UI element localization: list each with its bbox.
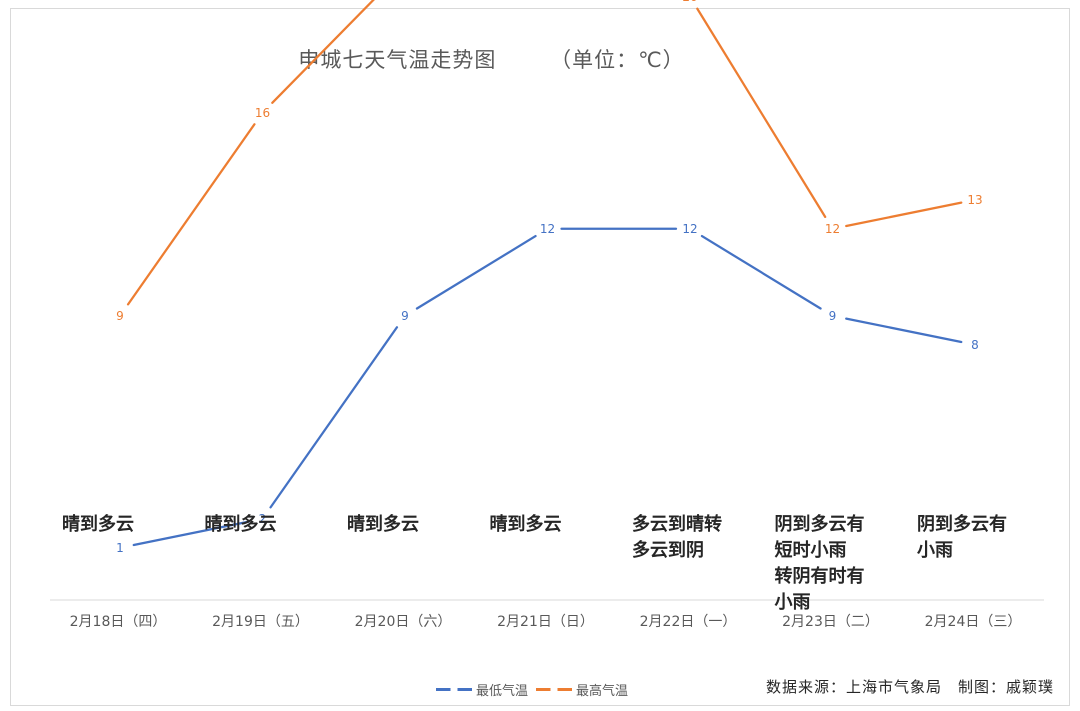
data-label-high: 20 — [682, 0, 697, 4]
tick-layer: 2月18日（四） 2月19日（五） 2月20日（六） 2月21日（日） 2月22日（一）… — [70, 614, 1022, 630]
x-tick-label: 2月18日（四） — [70, 614, 167, 630]
weather-note: 晴到多云 — [489, 514, 562, 535]
series-low-segment — [132, 520, 250, 547]
series-high-segment — [271, 0, 375, 104]
legend: 最低气温 最高气温 — [436, 680, 628, 699]
series-low-segment — [415, 234, 537, 310]
data-label-low: 8 — [971, 338, 979, 352]
data-label-high: 16 — [255, 106, 270, 120]
chart-title: 申城七天气温走势图 （单位：℃） — [283, 20, 685, 74]
data-label-high: 9 — [116, 309, 124, 323]
legend-label-high: 最高气温 — [576, 684, 629, 699]
series-low-segment — [269, 326, 399, 509]
unit-label: （单位：℃） — [550, 48, 685, 72]
weather-note: 晴到多云 — [62, 514, 134, 535]
legend-swatch-low — [436, 688, 472, 691]
legend-item-low: 最低气温 — [436, 680, 528, 699]
series-low-segment — [845, 317, 963, 344]
weather-note: 晴到多云 — [204, 514, 277, 535]
weather-note: 晴到多云 — [347, 514, 419, 535]
legend-item-high: 最高气温 — [536, 680, 628, 699]
title-text: 申城七天气温走势图 — [298, 48, 497, 72]
weather-note: 多云到晴转 多云到阴 — [632, 514, 722, 561]
legend-label-low: 最低气温 — [476, 684, 529, 699]
x-tick-label: 2月21日（日） — [497, 614, 594, 630]
x-tick-label: 2月24日（三） — [925, 614, 1022, 630]
data-label-low: 9 — [829, 309, 837, 323]
data-label-low: 1 — [116, 541, 124, 555]
x-tick-label: 2月23日（二） — [782, 614, 879, 630]
series-high-segment — [845, 201, 963, 228]
series-low-segment — [700, 234, 822, 310]
data-label-low: 9 — [401, 309, 409, 323]
x-tick-label: 2月22日（一） — [640, 614, 737, 630]
data-source-credit: 数据来源：上海市气象局 制图：戚颖璞 — [765, 678, 1054, 696]
series-layer: 1291212989162123201213 — [116, 0, 983, 555]
data-label-low: 2 — [259, 512, 267, 526]
series-high-segment — [126, 123, 256, 306]
data-label-high: 12 — [825, 222, 840, 236]
weather-note: 阴到多云有 短时小雨 转阴有时有 小雨 — [774, 514, 865, 613]
data-label-low: 12 — [540, 222, 555, 236]
data-label-high: 13 — [967, 193, 982, 207]
data-label-low: 12 — [682, 222, 697, 236]
x-tick-label: 2月19日（五） — [212, 614, 309, 630]
series-high-segment — [696, 7, 827, 218]
x-tick-label: 2月20日（六） — [355, 614, 452, 630]
chart-frame — [10, 8, 1070, 706]
weather-note: 阴到多云有 小雨 — [917, 514, 1007, 561]
legend-swatch-high — [536, 688, 573, 691]
